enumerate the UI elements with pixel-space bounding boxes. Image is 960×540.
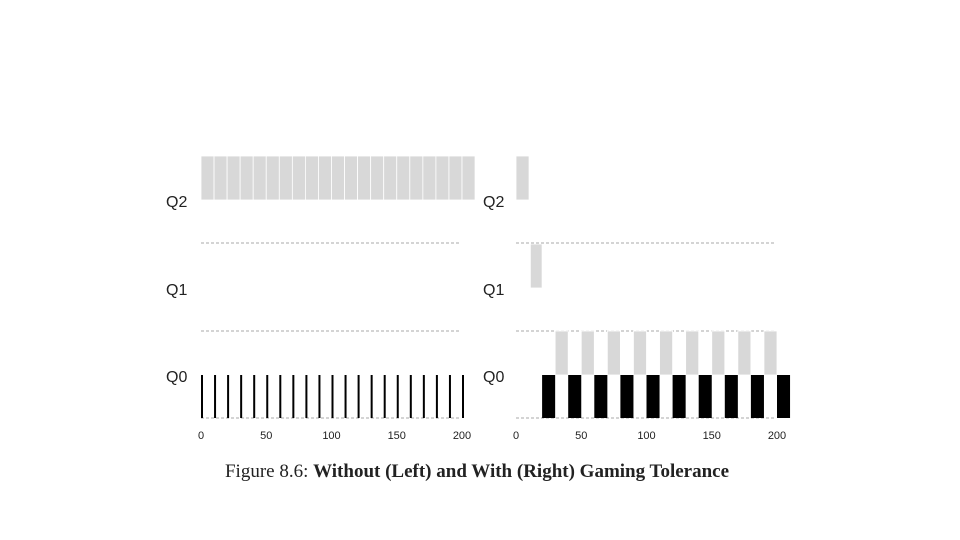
left-q2-gray-slice-2 (226, 155, 241, 201)
left-q0-black-slice-6 (279, 375, 282, 418)
left-q2-label: Q2 (166, 194, 187, 211)
left-q2-gray-slice-11 (344, 155, 358, 201)
right-q0-black-slice-0 (542, 375, 556, 418)
chart-marks: 0 50 100 150 200 0 50 100 150 200 (198, 155, 791, 442)
right-q0-black-slice-5 (672, 375, 686, 418)
left-q2-gray-slice-13 (370, 155, 385, 201)
caption-title: Without (Left) and With (Right) Gaming T… (313, 461, 730, 482)
left-q0-black-slice-2 (227, 375, 230, 418)
right-q0-black-slice-6 (698, 375, 712, 418)
right-q0-black-slice-2 (594, 375, 608, 418)
right-q0-gray-slice-1 (580, 330, 595, 376)
figure-caption: Figure 8.6: Without (Left) and With (Rig… (0, 461, 954, 483)
left-xtick-label-200: 200 (453, 430, 471, 442)
left-q2-gray-slice-19 (448, 155, 463, 201)
right-q0-black-slice-9 (777, 375, 791, 418)
right-xtick-label-150: 150 (703, 430, 721, 442)
right-q0-black-slice-7 (724, 375, 738, 418)
left-xtick-label-0: 0 (198, 430, 204, 442)
left-q0-black-slice-20 (462, 375, 464, 418)
left-q2-gray-slice-7 (291, 155, 306, 201)
left-q0-black-slice-3 (240, 375, 243, 418)
right-q0-gray-slice-2 (606, 330, 621, 376)
left-q0-black-slice-1 (214, 375, 217, 418)
right-q0-gray-slice-5 (685, 330, 700, 376)
right-q0-black-slice-4 (646, 375, 660, 418)
left-xtick-label-100: 100 (322, 430, 340, 442)
left-q2-gray-slice-1 (213, 155, 228, 201)
left-q0-black-slice-18 (435, 375, 438, 418)
right-q1-gray-slice-0 (529, 243, 543, 289)
right-q0-black-slice-8 (750, 375, 764, 418)
left-q2-gray-slice-10 (331, 155, 345, 201)
right-xtick-label-0: 0 (513, 430, 519, 442)
left-q0-black-slice-19 (448, 375, 451, 418)
left-q0-black-slice-7 (292, 375, 295, 418)
left-q0-black-slice-17 (422, 375, 425, 418)
left-q0-black-slice-4 (253, 375, 256, 418)
left-q0-label: Q0 (166, 369, 187, 386)
left-q0-black-slice-16 (409, 375, 412, 418)
right-q0-black-slice-1 (568, 375, 582, 418)
right-q2-label: Q2 (483, 194, 504, 211)
left-xtick-label-50: 50 (260, 430, 272, 442)
right-q0-gray-slice-6 (711, 330, 726, 376)
right-q0-gray-slice-8 (763, 330, 778, 376)
left-q2-gray-slice-12 (357, 155, 372, 201)
right-q1-label: Q1 (483, 282, 504, 299)
left-xtick-label-150: 150 (388, 430, 406, 442)
left-q0-black-slice-10 (331, 375, 334, 418)
left-q2-gray-slice-17 (422, 155, 437, 201)
right-q2-gray-slice-0 (515, 155, 530, 201)
right-q0-gray-slice-3 (633, 330, 647, 376)
left-q1-label: Q1 (166, 282, 187, 299)
left-q0-black-slice-12 (357, 375, 360, 418)
left-q2-gray-slice-5 (265, 155, 280, 201)
caption-prefix: Figure 8.6: (224, 461, 309, 482)
left-q2-gray-slice-8 (304, 155, 319, 201)
left-q0-black-slice-13 (370, 375, 373, 418)
left-q0-black-slice-0 (201, 375, 203, 418)
right-xtick-label-50: 50 (575, 430, 587, 442)
left-q2-gray-slice-15 (396, 155, 411, 201)
left-q0-black-slice-15 (396, 375, 399, 418)
left-q2-gray-slice-20 (461, 155, 476, 201)
right-q0-gray-slice-4 (659, 330, 673, 376)
left-q2-gray-slice-18 (435, 155, 450, 201)
left-q2-gray-slice-14 (383, 155, 398, 201)
right-xtick-label-100: 100 (637, 430, 655, 442)
left-q2-gray-slice-16 (409, 155, 424, 201)
right-xtick-label-200: 200 (768, 430, 786, 442)
left-q2-gray-slice-9 (318, 155, 332, 201)
left-q0-black-slice-8 (305, 375, 308, 418)
right-q0-gray-slice-0 (554, 330, 569, 376)
left-q2-gray-slice-0 (200, 155, 215, 201)
left-q2-gray-slice-3 (239, 155, 254, 201)
left-q2-gray-slice-4 (252, 155, 267, 201)
left-q0-black-slice-14 (383, 375, 386, 418)
right-q0-gray-slice-7 (737, 330, 752, 376)
right-q0-label: Q0 (483, 369, 504, 386)
left-q0-black-slice-5 (266, 375, 269, 418)
left-q0-black-slice-11 (344, 375, 347, 418)
right-q0-black-slice-3 (620, 375, 634, 418)
left-q2-gray-slice-6 (278, 155, 293, 201)
left-q0-black-slice-9 (318, 375, 321, 418)
